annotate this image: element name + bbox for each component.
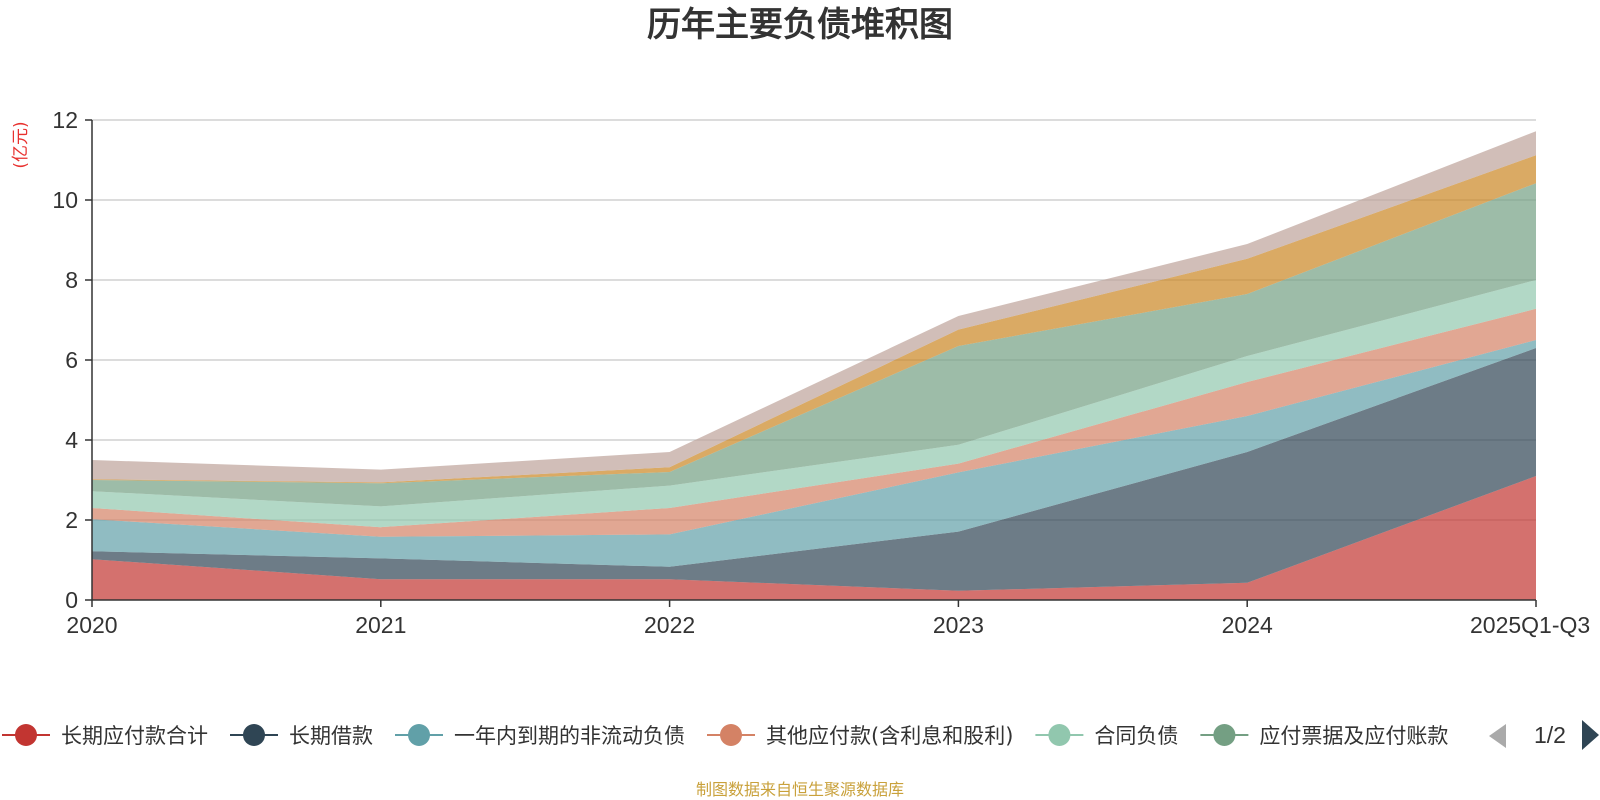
x-tick-label: 2024 — [1222, 612, 1273, 638]
x-tick-label: 2020 — [66, 612, 117, 638]
area-series — [92, 308, 1536, 537]
legend-item[interactable]: 其他应付款(含利息和股利) — [707, 724, 1013, 748]
legend-swatch-dot — [1048, 724, 1071, 746]
legend-prev-arrow-icon[interactable] — [1489, 724, 1506, 748]
area-series — [92, 348, 1536, 591]
y-tick-label: 12 — [52, 107, 78, 133]
legend-item[interactable]: 合同负债 — [1035, 724, 1178, 748]
x-tick-label: 2022 — [644, 612, 695, 638]
legend-page-indicator: 1/2 — [1534, 722, 1566, 748]
legend-swatch-dot — [15, 724, 37, 746]
area-series — [92, 340, 1536, 567]
legend-label: 应付票据及应付账款 — [1259, 724, 1448, 748]
axes: 0 2 4 6 8 10 12 2020 2021 2022 2023 2024 2025Q1-Q3 — [52, 107, 1590, 638]
y-tick-label: 2 — [65, 507, 78, 533]
plot-areas — [92, 131, 1536, 600]
legend-next-arrow-icon[interactable] — [1582, 720, 1599, 750]
legend-swatch-dot — [1213, 724, 1236, 746]
legend-swatch-dot — [408, 724, 430, 746]
x-tick-label: 2021 — [355, 612, 406, 638]
legend-item[interactable]: 应付票据及应付账款 — [1200, 724, 1448, 748]
legend-label: 其他应付款(含利息和股利) — [766, 724, 1013, 748]
source-note: 制图数据来自恒生聚源数据库 — [696, 780, 904, 799]
area-series — [92, 476, 1536, 600]
legend-label: 一年内到期的非流动负债 — [454, 724, 685, 748]
legend-label: 合同负债 — [1094, 724, 1178, 748]
x-tick-label: 2023 — [933, 612, 984, 638]
legend-swatch-dot — [720, 724, 742, 746]
chart-title: 历年主要负债堆积图 — [647, 5, 953, 45]
x-tick-label: 2025Q1-Q3 — [1470, 612, 1590, 638]
legend-item[interactable]: 长期应付款合计 — [2, 724, 208, 748]
legend-swatch-dot — [243, 724, 265, 746]
y-tick-label: 0 — [65, 587, 78, 613]
legend-item[interactable]: 一年内到期的非流动负债 — [395, 724, 685, 748]
legend: 长期应付款合计 长期借款 一年内到期的非流动负债 其他应付款(含利息和股利) 合同负债 应… — [2, 720, 1599, 750]
y-tick-label: 4 — [65, 427, 78, 453]
area-series — [92, 280, 1536, 528]
y-tick-label: 8 — [65, 267, 78, 293]
legend-label: 长期借款 — [289, 724, 373, 748]
legend-item[interactable]: 长期借款 — [230, 724, 373, 748]
area-series — [92, 183, 1536, 507]
legend-items: 长期应付款合计 长期借款 一年内到期的非流动负债 其他应付款(含利息和股利) 合同负债 应… — [2, 724, 1448, 748]
y-tick-label: 10 — [52, 187, 78, 213]
y-tick-label: 6 — [65, 347, 78, 373]
legend-label: 长期应付款合计 — [61, 724, 208, 748]
y-axis-title: (亿元) — [11, 121, 31, 168]
legend-pager: 1/2 — [1489, 720, 1599, 750]
